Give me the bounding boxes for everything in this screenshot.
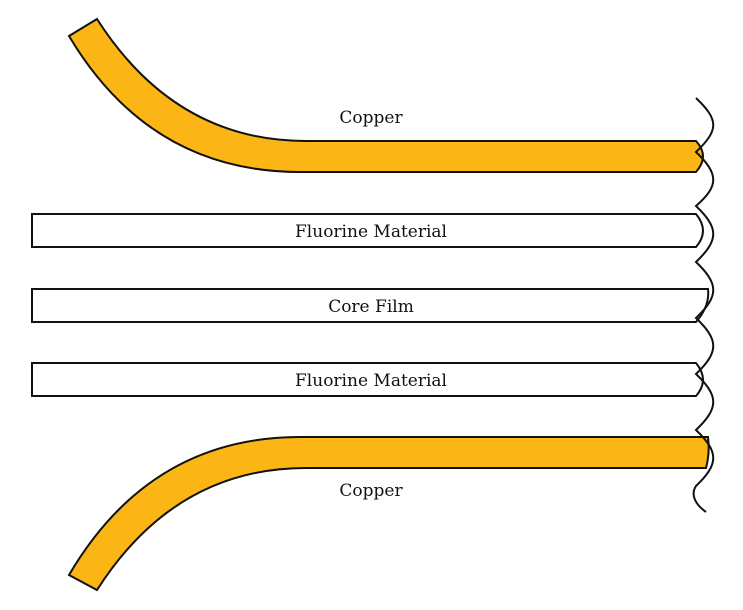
copper-bottom-sheet — [67, 436, 710, 592]
fluorine-material-top-label: Fluorine Material — [295, 222, 447, 242]
copper-top-sheet — [67, 17, 704, 173]
copper-top-label: Copper — [339, 108, 403, 128]
break-line — [692, 97, 715, 513]
fluorine-material-top-sheet — [31, 213, 704, 248]
core-film-label: Core Film — [328, 297, 414, 317]
copper-bottom-label: Copper — [339, 481, 403, 501]
fluorine-material-bottom-label: Fluorine Material — [295, 371, 447, 391]
